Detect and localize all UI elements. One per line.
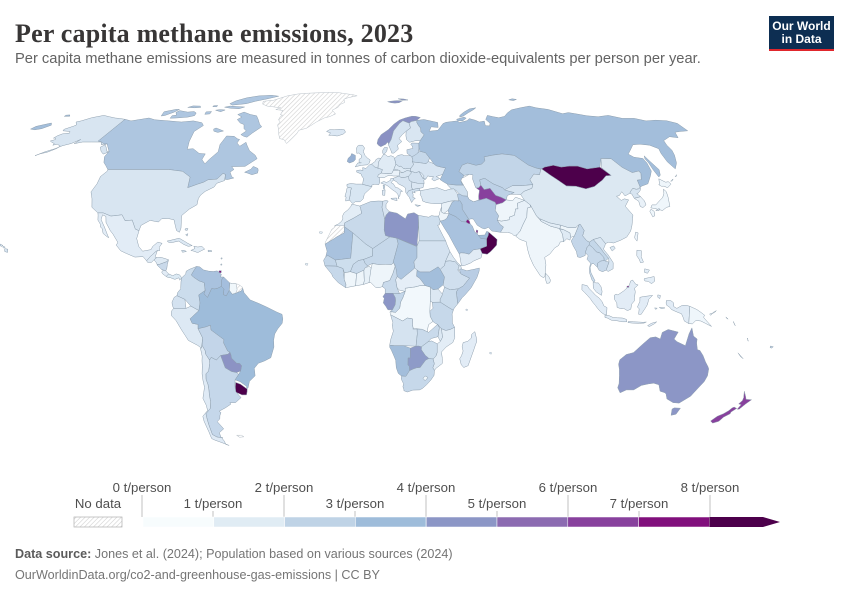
svg-text:6 t/person: 6 t/person — [539, 480, 598, 495]
svg-text:0 t/person: 0 t/person — [113, 480, 172, 495]
svg-text:4 t/person: 4 t/person — [397, 480, 456, 495]
svg-text:3 t/person: 3 t/person — [326, 496, 385, 511]
svg-text:1 t/person: 1 t/person — [184, 496, 243, 511]
svg-text:No data: No data — [75, 496, 122, 511]
svg-text:5 t/person: 5 t/person — [468, 496, 527, 511]
svg-text:7 t/person: 7 t/person — [610, 496, 669, 511]
svg-text:8 t/person: 8 t/person — [681, 480, 740, 495]
svg-text:2 t/person: 2 t/person — [255, 480, 314, 495]
